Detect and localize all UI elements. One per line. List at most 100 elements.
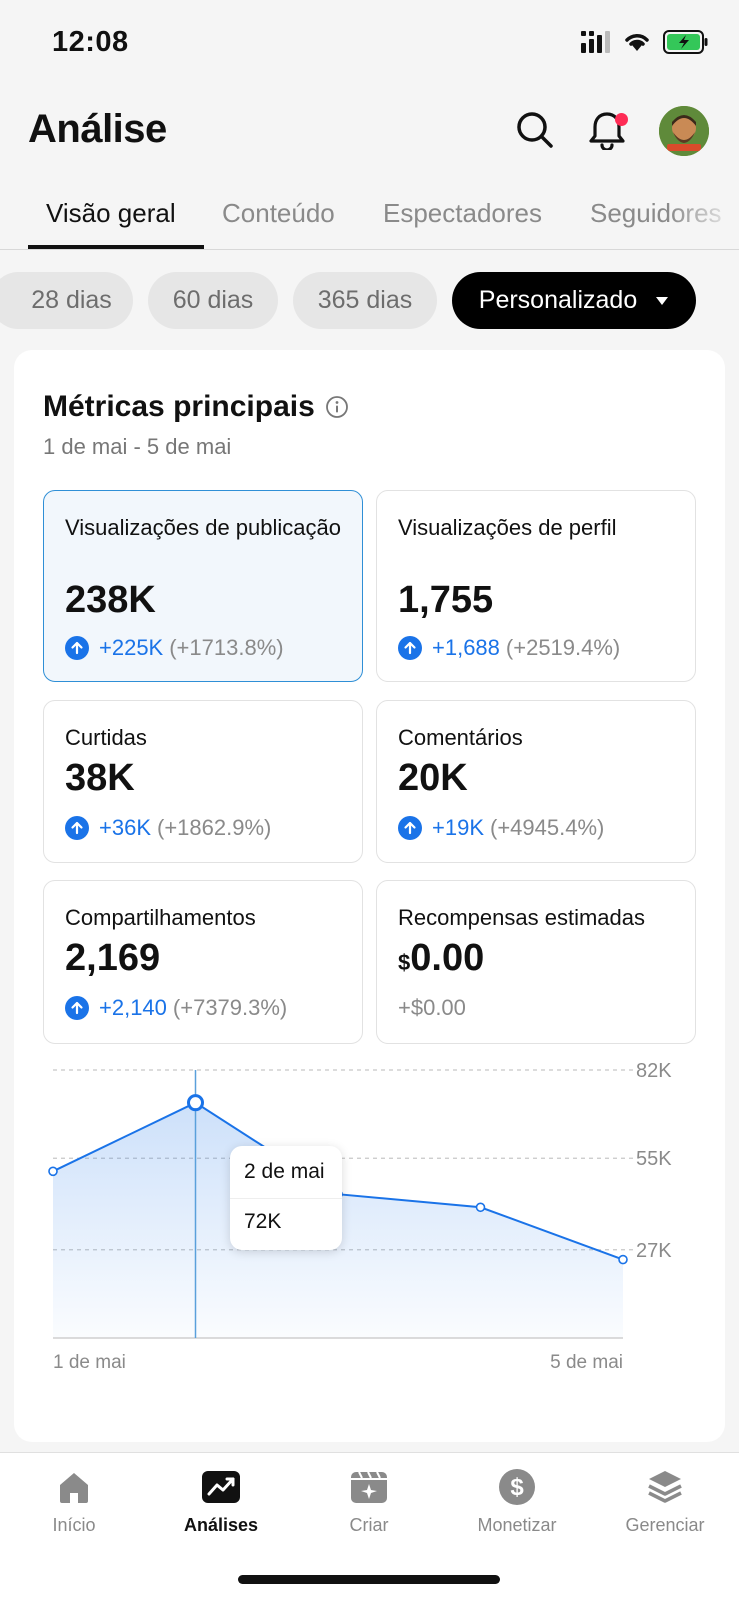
metric-delta: +$0.00 bbox=[398, 995, 466, 1021]
x-tick-label: 5 de mai bbox=[550, 1352, 623, 1373]
layers-icon bbox=[645, 1467, 685, 1507]
period-selector: 28 dias 60 dias 365 dias Personalizado bbox=[0, 272, 739, 332]
metric-chart[interactable]: 82K 55K 27K 1 de mai 5 de mai 2 de mai 72K bbox=[14, 1050, 725, 1390]
dollar-icon: $ bbox=[497, 1467, 537, 1507]
bell-icon bbox=[589, 112, 625, 150]
status-time: 12:08 bbox=[52, 26, 129, 58]
metric-value: 38K bbox=[65, 757, 135, 799]
chip-label: 365 dias bbox=[317, 286, 413, 314]
avatar-image bbox=[659, 106, 709, 156]
metric-likes[interactable]: Curtidas 38K +36K (+1862.9%) bbox=[43, 700, 363, 863]
wifi-icon bbox=[625, 34, 649, 51]
date-range: 1 de mai - 5 de mai bbox=[43, 434, 232, 459]
chip-custom[interactable]: Personalizado bbox=[452, 272, 696, 329]
arrow-up-icon bbox=[65, 636, 89, 660]
metric-delta: +1,688 (+2519.4%) bbox=[398, 635, 620, 661]
info-icon[interactable] bbox=[325, 395, 349, 419]
tab-content[interactable]: Conteúdo bbox=[222, 198, 335, 228]
data-point bbox=[48, 1166, 58, 1177]
y-tick-label: 55K bbox=[636, 1148, 672, 1170]
chip-365-days[interactable]: 365 dias bbox=[293, 272, 437, 329]
metric-delta: +19K (+4945.4%) bbox=[398, 815, 604, 841]
delta-percent: (+2519.4%) bbox=[505, 635, 621, 660]
home-icon bbox=[54, 1467, 94, 1507]
metric-label: Curtidas bbox=[65, 725, 147, 750]
y-tick-label: 27K bbox=[636, 1240, 672, 1262]
tab-overview[interactable]: Visão geral bbox=[46, 198, 176, 228]
search-button[interactable] bbox=[512, 107, 558, 153]
arrow-up-icon bbox=[65, 816, 89, 840]
chip-28-days[interactable]: 28 dias bbox=[0, 272, 133, 329]
signal-icon bbox=[581, 31, 610, 53]
metric-value: 20K bbox=[398, 757, 468, 799]
tab-viewers[interactable]: Espectadores bbox=[383, 198, 542, 228]
svg-text:$: $ bbox=[510, 1474, 524, 1501]
analytics-tabs: Visão geral Conteúdo Espectadores Seguid… bbox=[0, 180, 739, 250]
delta-absolute: +19K bbox=[432, 815, 484, 840]
delta-percent: (+1862.9%) bbox=[157, 815, 272, 840]
home-indicator bbox=[238, 1575, 500, 1584]
active-tab-indicator bbox=[28, 245, 204, 249]
metric-label: Compartilhamentos bbox=[65, 905, 256, 930]
delta-absolute: +225K bbox=[99, 635, 164, 660]
caret-down-icon bbox=[656, 296, 669, 305]
metric-profile-views[interactable]: Visualizações de perfil 1,755 +1,688 (+2… bbox=[376, 490, 696, 682]
bottom-nav: Início Análises Criar $ Monetizar Gerenc… bbox=[0, 1452, 739, 1600]
chart-tooltip: 2 de mai 72K bbox=[230, 1146, 342, 1250]
metric-shares[interactable]: Compartilhamentos 2,169 +2,140 (+7379.3%… bbox=[43, 880, 363, 1044]
delta-absolute: +$0.00 bbox=[398, 995, 466, 1020]
section-title: Métricas principais bbox=[43, 390, 349, 424]
metric-value: 238K bbox=[65, 579, 156, 621]
metric-value-number: 0.00 bbox=[410, 937, 485, 979]
status-bar: 12:08 bbox=[0, 0, 739, 90]
highlight-point bbox=[187, 1094, 204, 1112]
y-tick-label: 82K bbox=[636, 1060, 672, 1082]
data-point bbox=[618, 1254, 628, 1265]
metric-delta: +225K (+1713.8%) bbox=[65, 635, 284, 661]
delta-percent: (+4945.4%) bbox=[490, 815, 605, 840]
metric-label: Comentários bbox=[398, 725, 523, 750]
metric-estimated-rewards[interactable]: Recompensas estimadas $0.00 +$0.00 bbox=[376, 880, 696, 1044]
section-title-text: Métricas principais bbox=[43, 390, 315, 423]
metric-value: $0.00 bbox=[398, 937, 484, 980]
nav-label: Gerenciar bbox=[625, 1515, 705, 1535]
metric-delta: +2,140 (+7379.3%) bbox=[65, 995, 287, 1021]
tooltip-date: 2 de mai bbox=[244, 1160, 325, 1183]
delta-absolute: +2,140 bbox=[99, 995, 167, 1020]
chip-60-days[interactable]: 60 dias bbox=[148, 272, 278, 329]
app-header: Análise bbox=[0, 95, 739, 170]
metric-label: Recompensas estimadas bbox=[398, 905, 646, 930]
tabs-fade bbox=[669, 180, 739, 249]
metric-label: Visualizações de publicação bbox=[65, 515, 341, 540]
delta-percent: (+7379.3%) bbox=[172, 995, 288, 1020]
analytics-icon bbox=[201, 1467, 241, 1507]
arrow-up-icon bbox=[398, 816, 422, 840]
x-tick-label: 1 de mai bbox=[53, 1352, 126, 1373]
metric-delta: +36K (+1862.9%) bbox=[65, 815, 271, 841]
data-point bbox=[475, 1202, 486, 1213]
search-icon bbox=[517, 112, 553, 148]
currency-symbol: $ bbox=[398, 950, 411, 975]
delta-percent: (+1713.8%) bbox=[169, 635, 284, 660]
arrow-up-icon bbox=[65, 996, 89, 1020]
avatar[interactable] bbox=[659, 106, 709, 156]
metric-comments[interactable]: Comentários 20K +19K (+4945.4%) bbox=[376, 700, 696, 863]
delta-absolute: +1,688 bbox=[432, 635, 500, 660]
nav-monetize[interactable]: $ Monetizar bbox=[457, 1467, 577, 1536]
nav-create[interactable]: Criar bbox=[309, 1467, 429, 1536]
arrow-up-icon bbox=[398, 636, 422, 660]
nav-home[interactable]: Início bbox=[14, 1467, 134, 1536]
nav-label: Monetizar bbox=[477, 1515, 557, 1535]
nav-label: Análises bbox=[183, 1515, 259, 1535]
delta-absolute: +36K bbox=[99, 815, 151, 840]
nav-manage[interactable]: Gerenciar bbox=[605, 1467, 725, 1536]
notification-dot bbox=[615, 113, 628, 126]
page-title: Análise bbox=[28, 107, 167, 151]
battery-icon bbox=[663, 30, 708, 54]
notifications-button[interactable] bbox=[584, 107, 630, 153]
status-icons bbox=[581, 30, 709, 54]
metric-post-views[interactable]: Visualizações de publicação 238K +225K (… bbox=[43, 490, 363, 682]
nav-analytics[interactable]: Análises bbox=[161, 1467, 281, 1536]
create-icon bbox=[349, 1467, 389, 1507]
nav-label: Criar bbox=[349, 1515, 389, 1535]
